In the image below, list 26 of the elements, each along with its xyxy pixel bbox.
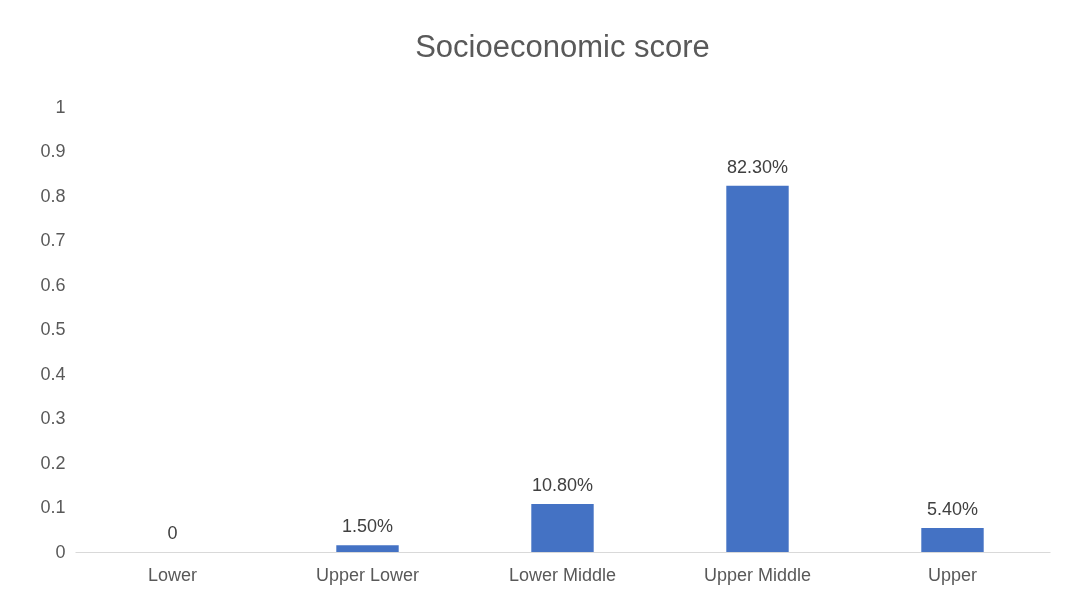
y-tick-label: 1: [55, 96, 66, 117]
data-label: 0: [167, 523, 178, 543]
data-label: 82.30%: [726, 156, 789, 177]
y-tick-label: 0.8: [40, 185, 66, 206]
bar: [531, 503, 594, 552]
chart-title: Socioeconomic score: [415, 29, 710, 64]
y-tick-label: 0.4: [40, 363, 66, 384]
x-tick-label: Upper Lower: [315, 564, 420, 585]
y-tick-label: 0.6: [40, 274, 66, 295]
bar: [336, 545, 399, 552]
data-label: 10.80%: [531, 474, 594, 495]
y-tick-label: 0.2: [40, 452, 66, 473]
y-tick-label: 0.7: [40, 230, 66, 250]
data-label: 5.40%: [926, 498, 979, 519]
y-tick-label: 0.9: [40, 141, 66, 161]
bar: [726, 185, 789, 552]
bar: [921, 527, 984, 552]
y-tick-label: 0: [55, 541, 66, 562]
data-label: 1.50%: [341, 516, 394, 537]
y-tick-label: 0.3: [40, 408, 66, 428]
x-tick-label: Upper Middle: [703, 564, 812, 585]
x-tick-label: Lower: [147, 564, 198, 585]
x-tick-label: Upper: [927, 564, 978, 585]
y-tick-label: 0.1: [40, 497, 66, 517]
y-tick-label: 0.5: [40, 319, 66, 339]
x-tick-label: Lower Middle: [508, 564, 617, 585]
